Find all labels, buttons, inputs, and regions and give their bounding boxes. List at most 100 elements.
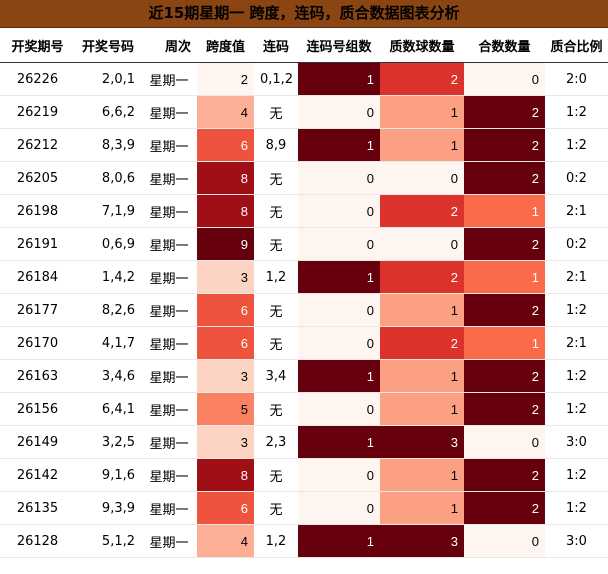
consecutive-cell: 无	[254, 458, 298, 492]
consecutive-cell: 3,4	[254, 359, 298, 393]
ratio-cell: 1:2	[545, 95, 608, 129]
ratio-cell: 1:2	[545, 491, 608, 525]
header-weekday: 周次	[141, 28, 197, 63]
consecutive-cell: 无	[254, 392, 298, 426]
weekday-cell: 星期一	[141, 524, 197, 558]
issue-cell: 26191	[0, 227, 75, 261]
issue-cell: 26149	[0, 425, 75, 459]
header-consecutive: 连码	[254, 28, 298, 63]
issue-cell: 26135	[0, 491, 75, 525]
composite-count-cell: 2	[464, 227, 545, 261]
consecutive-cell: 无	[254, 293, 298, 327]
consec-groups-cell: 1	[298, 359, 380, 393]
span-cell: 3	[197, 359, 254, 393]
ratio-cell: 2:1	[545, 260, 608, 294]
prime-count-cell: 1	[380, 359, 464, 393]
span-cell: 2	[197, 62, 254, 96]
composite-count-cell: 2	[464, 95, 545, 129]
prime-count-cell: 1	[380, 293, 464, 327]
composite-count-cell: 2	[464, 392, 545, 426]
numbers-cell: 3,4,6	[75, 359, 141, 393]
table-row: 26198 7,1,9 星期一 8 无 0 2 1 2:1	[0, 194, 608, 228]
table-row: 26170 4,1,7 星期一 6 无 0 2 1 2:1	[0, 326, 608, 360]
weekday-cell: 星期一	[141, 227, 197, 261]
numbers-cell: 9,1,6	[75, 458, 141, 492]
weekday-cell: 星期一	[141, 491, 197, 525]
span-cell: 6	[197, 326, 254, 360]
span-cell: 5	[197, 392, 254, 426]
consecutive-cell: 无	[254, 95, 298, 129]
consec-groups-cell: 0	[298, 293, 380, 327]
issue-cell: 26156	[0, 392, 75, 426]
weekday-cell: 星期一	[141, 326, 197, 360]
consec-groups-cell: 1	[298, 524, 380, 558]
issue-cell: 26184	[0, 260, 75, 294]
table-row: 26219 6,6,2 星期一 4 无 0 1 2 1:2	[0, 95, 608, 129]
consec-groups-cell: 0	[298, 194, 380, 228]
weekday-cell: 星期一	[141, 425, 197, 459]
consecutive-cell: 1,2	[254, 524, 298, 558]
prime-count-cell: 0	[380, 161, 464, 195]
table-row: 26128 5,1,2 星期一 4 1,2 1 3 0 3:0	[0, 524, 608, 558]
table-row: 26177 8,2,6 星期一 6 无 0 1 2 1:2	[0, 293, 608, 327]
numbers-cell: 2,0,1	[75, 62, 141, 96]
consecutive-cell: 无	[254, 326, 298, 360]
prime-count-cell: 1	[380, 491, 464, 525]
consec-groups-cell: 1	[298, 128, 380, 162]
consecutive-cell: 8,9	[254, 128, 298, 162]
composite-count-cell: 0	[464, 524, 545, 558]
weekday-cell: 星期一	[141, 128, 197, 162]
weekday-cell: 星期一	[141, 359, 197, 393]
issue-cell: 26219	[0, 95, 75, 129]
numbers-cell: 0,6,9	[75, 227, 141, 261]
numbers-cell: 7,1,9	[75, 194, 141, 228]
weekday-cell: 星期一	[141, 260, 197, 294]
composite-count-cell: 1	[464, 260, 545, 294]
prime-count-cell: 0	[380, 227, 464, 261]
weekday-cell: 星期一	[141, 62, 197, 96]
issue-cell: 26142	[0, 458, 75, 492]
prime-count-cell: 2	[380, 194, 464, 228]
consecutive-cell: 无	[254, 161, 298, 195]
span-cell: 9	[197, 227, 254, 261]
span-cell: 3	[197, 425, 254, 459]
consecutive-cell: 无	[254, 194, 298, 228]
consecutive-cell: 无	[254, 227, 298, 261]
ratio-cell: 1:2	[545, 392, 608, 426]
header-prime-count: 质数球数量	[380, 28, 464, 63]
table-row: 26156 6,4,1 星期一 5 无 0 1 2 1:2	[0, 392, 608, 426]
issue-cell: 26177	[0, 293, 75, 327]
span-cell: 3	[197, 260, 254, 294]
table-row: 26135 9,3,9 星期一 6 无 0 1 2 1:2	[0, 491, 608, 525]
prime-count-cell: 1	[380, 95, 464, 129]
consec-groups-cell: 1	[298, 425, 380, 459]
consecutive-cell: 0,1,2	[254, 62, 298, 96]
data-table: 开奖期号 开奖号码 周次 跨度值 连码 连码号组数 质数球数量 合数数量 质合比…	[0, 28, 608, 558]
consecutive-cell: 无	[254, 491, 298, 525]
header-composite-count: 合数数量	[464, 28, 545, 63]
numbers-cell: 8,0,6	[75, 161, 141, 195]
prime-count-cell: 2	[380, 62, 464, 96]
consec-groups-cell: 0	[298, 326, 380, 360]
consec-groups-cell: 0	[298, 161, 380, 195]
composite-count-cell: 1	[464, 194, 545, 228]
weekday-cell: 星期一	[141, 95, 197, 129]
issue-cell: 26163	[0, 359, 75, 393]
composite-count-cell: 2	[464, 293, 545, 327]
numbers-cell: 8,2,6	[75, 293, 141, 327]
span-cell: 8	[197, 458, 254, 492]
numbers-cell: 8,3,9	[75, 128, 141, 162]
ratio-cell: 3:0	[545, 524, 608, 558]
span-cell: 8	[197, 194, 254, 228]
ratio-cell: 0:2	[545, 227, 608, 261]
numbers-cell: 9,3,9	[75, 491, 141, 525]
chart-title: 近15期星期一 跨度，连码，质合数据图表分析	[0, 0, 608, 28]
issue-cell: 26226	[0, 62, 75, 96]
header-issue: 开奖期号	[0, 28, 75, 63]
consec-groups-cell: 1	[298, 260, 380, 294]
ratio-cell: 2:1	[545, 326, 608, 360]
composite-count-cell: 2	[464, 491, 545, 525]
ratio-cell: 0:2	[545, 161, 608, 195]
issue-cell: 26205	[0, 161, 75, 195]
